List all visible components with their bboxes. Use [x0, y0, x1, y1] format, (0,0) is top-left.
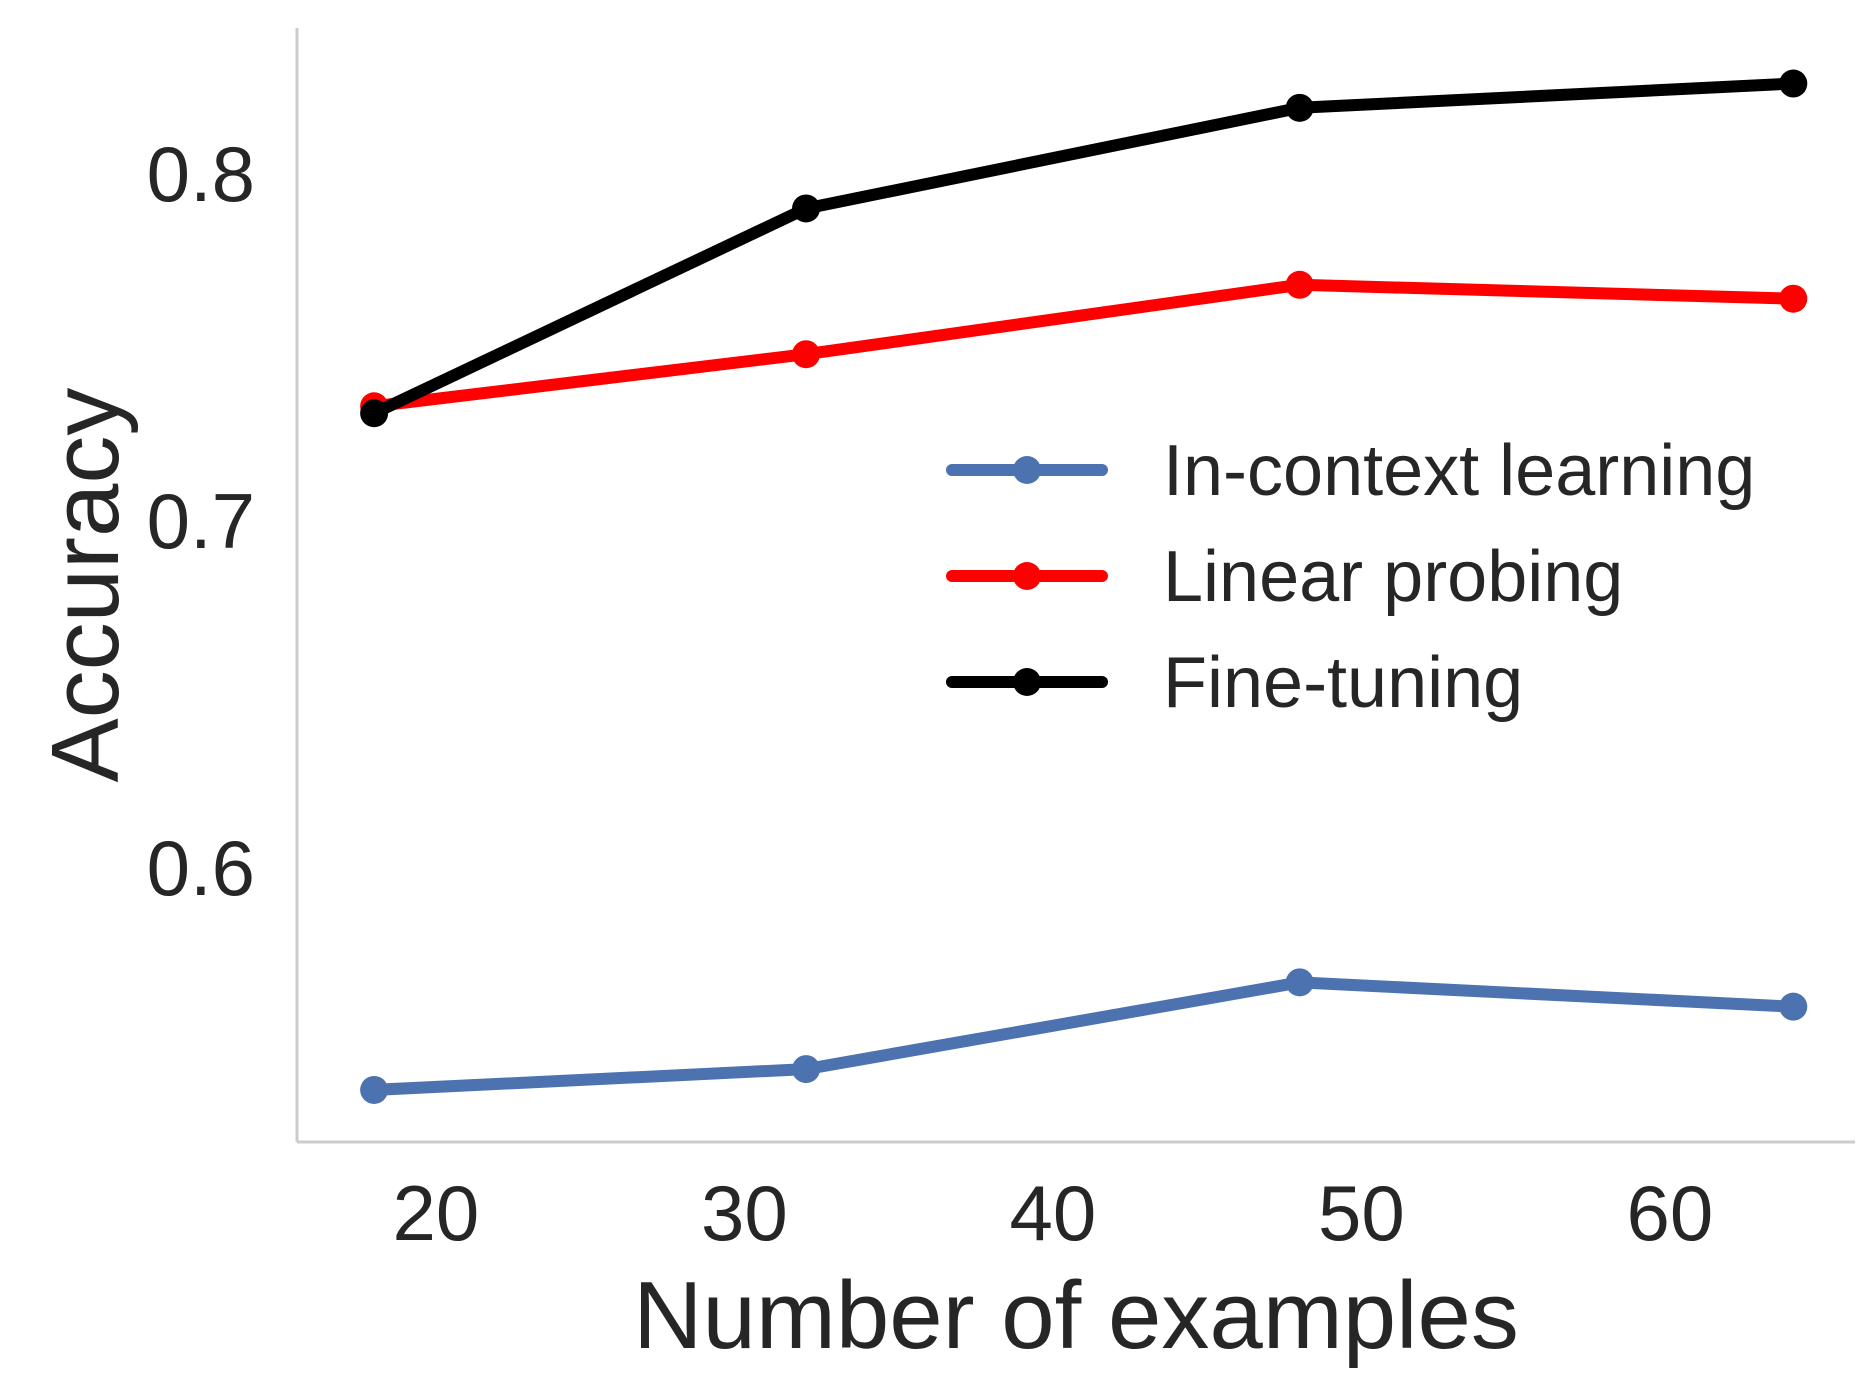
x-axis-label: Number of examples [633, 1262, 1519, 1369]
data-point-fine-tuning [1285, 93, 1314, 122]
data-point-linear-probing [792, 340, 821, 369]
y-tick-label: 0.8 [147, 130, 255, 218]
series-in-context-learning [360, 968, 1808, 1104]
y-axis-label: Accuracy [32, 388, 139, 783]
data-point-fine-tuning [1779, 69, 1808, 98]
legend-entry-in-context-learning: In-context learning [946, 431, 1755, 511]
legend-entry-linear-probing: Linear probing [946, 537, 1623, 617]
series-lines [360, 69, 1808, 1104]
x-tick-label: 20 [392, 1169, 479, 1257]
data-point-linear-probing [1285, 270, 1314, 299]
legend-label: Fine-tuning [1163, 643, 1523, 723]
data-point-in-context-learning [792, 1055, 821, 1084]
data-point-in-context-learning [1285, 968, 1314, 997]
x-tick-labels: 20 30 40 50 60 [392, 1169, 1713, 1257]
data-point-in-context-learning [360, 1075, 389, 1104]
series-line-linear-probing [368, 278, 1800, 413]
series-line-in-context-learning [368, 976, 1800, 1096]
y-tick-label: 0.6 [147, 824, 255, 912]
axes [295, 28, 1855, 1144]
data-point-in-context-learning [1779, 992, 1808, 1021]
legend-entry-fine-tuning: Fine-tuning [946, 643, 1523, 723]
y-tick-label: 0.7 [147, 477, 255, 565]
y-tick-labels: 0.6 0.7 0.8 [147, 130, 255, 912]
data-point-linear-probing [1779, 284, 1808, 313]
series-linear-probing [360, 270, 1808, 421]
data-point-fine-tuning [360, 399, 389, 428]
legend-marker [1013, 668, 1041, 696]
series-fine-tuning [360, 69, 1808, 428]
x-tick-label: 30 [701, 1169, 788, 1257]
x-tick-label: 40 [1009, 1169, 1096, 1257]
x-tick-label: 60 [1627, 1169, 1714, 1257]
legend-label: Linear probing [1163, 537, 1623, 617]
x-tick-label: 50 [1318, 1169, 1405, 1257]
legend-label: In-context learning [1163, 431, 1755, 511]
legend-marker [1013, 456, 1041, 484]
series-line-fine-tuning [368, 77, 1800, 420]
legend-marker [1013, 562, 1041, 590]
legend: In-context learning Linear probing Fine-tu… [946, 431, 1755, 723]
data-point-fine-tuning [792, 194, 821, 223]
